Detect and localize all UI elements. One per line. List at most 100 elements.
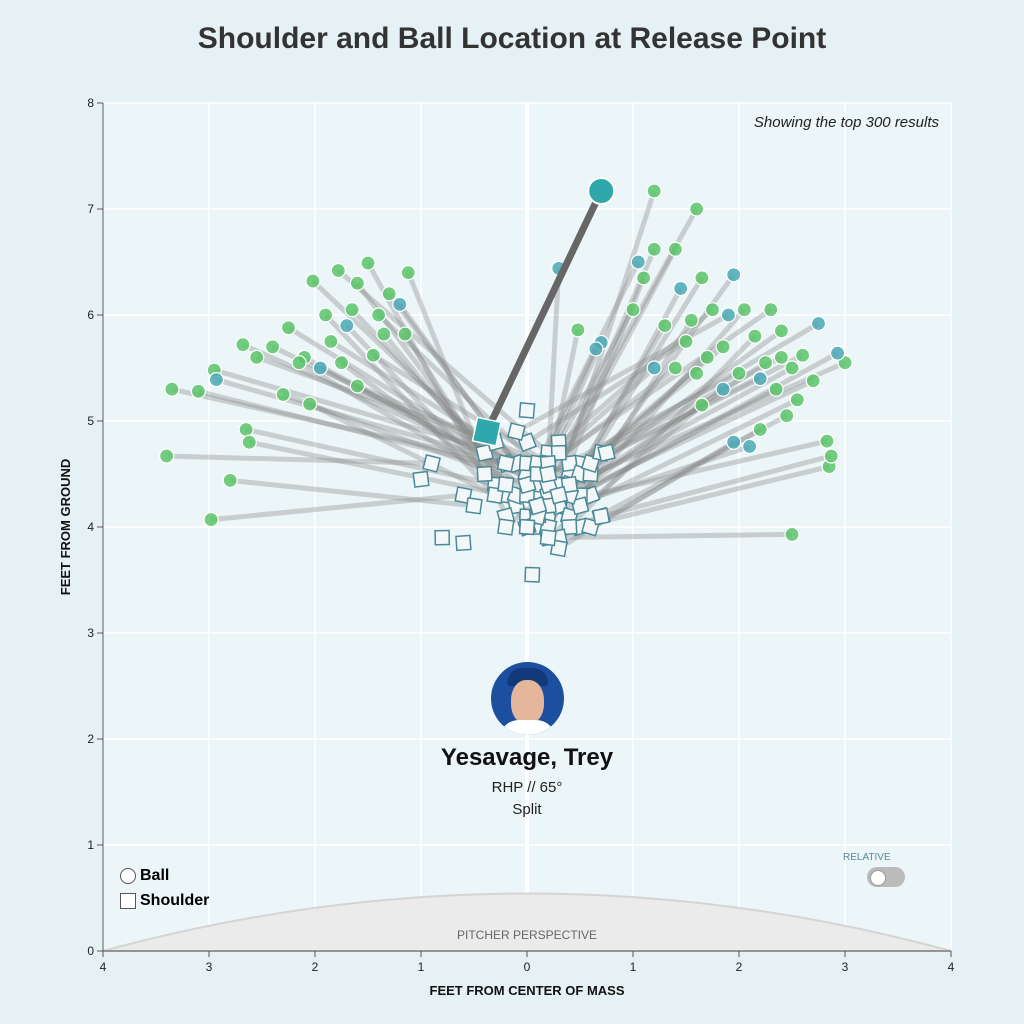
ball-marker: [159, 448, 175, 464]
ball-marker: [823, 448, 839, 464]
connector-line: [525, 339, 688, 445]
circle-icon: [120, 868, 136, 884]
ball-marker: [747, 328, 763, 344]
ball-marker: [726, 267, 742, 283]
connector-line: [241, 342, 486, 456]
connector-line: [578, 397, 799, 509]
pitcher-mound: [102, 892, 952, 952]
y-tick-label: 7: [87, 202, 94, 216]
ball-marker: [249, 349, 265, 365]
connector-line: [568, 378, 815, 498]
connector-line: [589, 376, 762, 466]
legend-ball-label: Ball: [140, 867, 170, 884]
highlight-shoulder: [471, 416, 502, 447]
connector-line: [297, 360, 508, 487]
shoulder-marker: [524, 566, 541, 583]
connector-line: [579, 464, 830, 530]
ball-marker: [312, 360, 328, 376]
ball-marker: [773, 323, 790, 339]
ball-marker: [280, 320, 297, 336]
ball-marker: [400, 265, 416, 281]
ball-marker: [371, 307, 387, 323]
shoulder-marker: [507, 422, 526, 441]
ball-marker: [625, 302, 641, 318]
ball-marker: [323, 333, 339, 350]
connector-line: [567, 334, 757, 529]
shoulder-marker: [560, 475, 579, 494]
ball-marker: [265, 339, 281, 355]
ball-marker: [752, 371, 768, 387]
ball-marker: [810, 315, 827, 332]
connector-line: [171, 386, 507, 466]
connector-line: [515, 312, 730, 434]
connector-line: [557, 366, 656, 455]
ball-marker: [381, 286, 397, 302]
ball-marker: [190, 383, 206, 399]
ball-marker: [646, 241, 662, 257]
square-icon: [120, 893, 136, 909]
connector-line: [248, 439, 507, 498]
ball-marker: [715, 339, 731, 355]
connector-line: [600, 453, 832, 519]
ball-marker: [683, 312, 699, 328]
shoulder-marker: [412, 470, 430, 488]
ball-marker: [805, 373, 821, 389]
connector-line: [323, 313, 498, 497]
x-tick-label: 1: [630, 960, 637, 974]
x-tick-label: 2: [736, 960, 743, 974]
connector-line: [197, 388, 528, 477]
y-tick-label: 4: [87, 520, 94, 534]
connector-line: [600, 355, 783, 456]
y-tick-label: 2: [87, 732, 94, 746]
y-tick-label: 0: [87, 944, 94, 958]
ball-marker: [392, 296, 408, 312]
ball-marker: [726, 434, 742, 450]
shoulder-marker: [455, 534, 472, 552]
ball-marker: [344, 302, 360, 318]
toggle-knob: [870, 870, 886, 886]
highlight-connector: [483, 189, 605, 434]
y-tick-label: 6: [87, 308, 94, 322]
ball-marker: [305, 273, 321, 289]
ball-marker: [302, 396, 318, 412]
relative-toggle[interactable]: [867, 867, 905, 887]
connector-line: [210, 492, 464, 523]
x-axis-label: FEET FROM CENTER OF MASS: [430, 983, 625, 998]
x-tick-label: 4: [948, 960, 955, 974]
ball-marker: [333, 355, 350, 371]
ball-marker: [376, 326, 392, 342]
ball-marker: [241, 434, 257, 450]
connector-line: [308, 401, 518, 509]
shoulder-marker: [434, 529, 451, 546]
ball-marker: [667, 241, 684, 257]
connector-line: [371, 353, 550, 466]
ball-marker: [784, 526, 800, 543]
connector-line: [590, 438, 828, 498]
ball-marker: [291, 355, 307, 371]
ball-marker: [736, 302, 752, 318]
ball-marker: [688, 365, 705, 381]
ball-marker: [673, 280, 689, 297]
ball-marker: [694, 270, 710, 286]
legend-shoulder-label: Shoulder: [140, 892, 210, 909]
ball-marker: [349, 275, 365, 291]
ball-marker: [715, 381, 731, 397]
ball-marker: [704, 302, 721, 318]
player-avatar: [491, 662, 564, 735]
connector-line: [535, 248, 678, 507]
perspective-label: PITCHER PERSPECTIVE: [457, 928, 597, 942]
shoulder-marker: [476, 465, 493, 483]
y-tick-label: 1: [87, 838, 94, 852]
connector-line: [578, 308, 747, 497]
ball-marker: [789, 392, 805, 408]
x-tick-label: 1: [418, 960, 425, 974]
pitch-type: Split: [512, 801, 542, 818]
ball-marker: [646, 360, 662, 376]
ball-marker: [694, 397, 710, 413]
shoulder-marker: [422, 454, 441, 473]
ball-marker: [397, 326, 413, 342]
ball-marker: [349, 378, 365, 394]
ball-marker: [222, 472, 238, 488]
relative-label: RELATIVE: [843, 852, 891, 863]
